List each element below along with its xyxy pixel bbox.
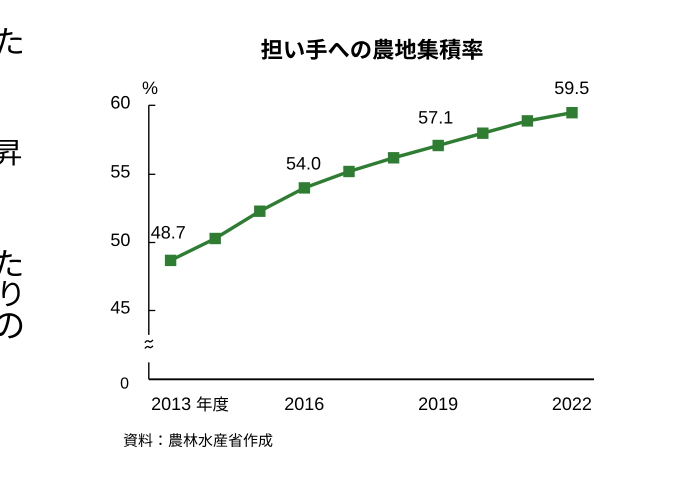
svg-text:2022: 2022 <box>552 394 592 414</box>
svg-text:2016: 2016 <box>284 394 324 414</box>
svg-text:0: 0 <box>120 375 129 392</box>
svg-text:45: 45 <box>110 298 130 318</box>
svg-text:50: 50 <box>110 230 130 250</box>
svg-text:60: 60 <box>110 93 130 113</box>
svg-text:57.1: 57.1 <box>418 108 453 128</box>
svg-text:2013: 2013 <box>151 394 191 414</box>
svg-text:59.5: 59.5 <box>554 78 589 98</box>
svg-text:2019: 2019 <box>418 394 458 414</box>
svg-text:55: 55 <box>110 162 130 182</box>
svg-text:%: % <box>142 78 158 98</box>
svg-text:48.7: 48.7 <box>151 222 186 242</box>
svg-text:54.0: 54.0 <box>286 153 321 173</box>
